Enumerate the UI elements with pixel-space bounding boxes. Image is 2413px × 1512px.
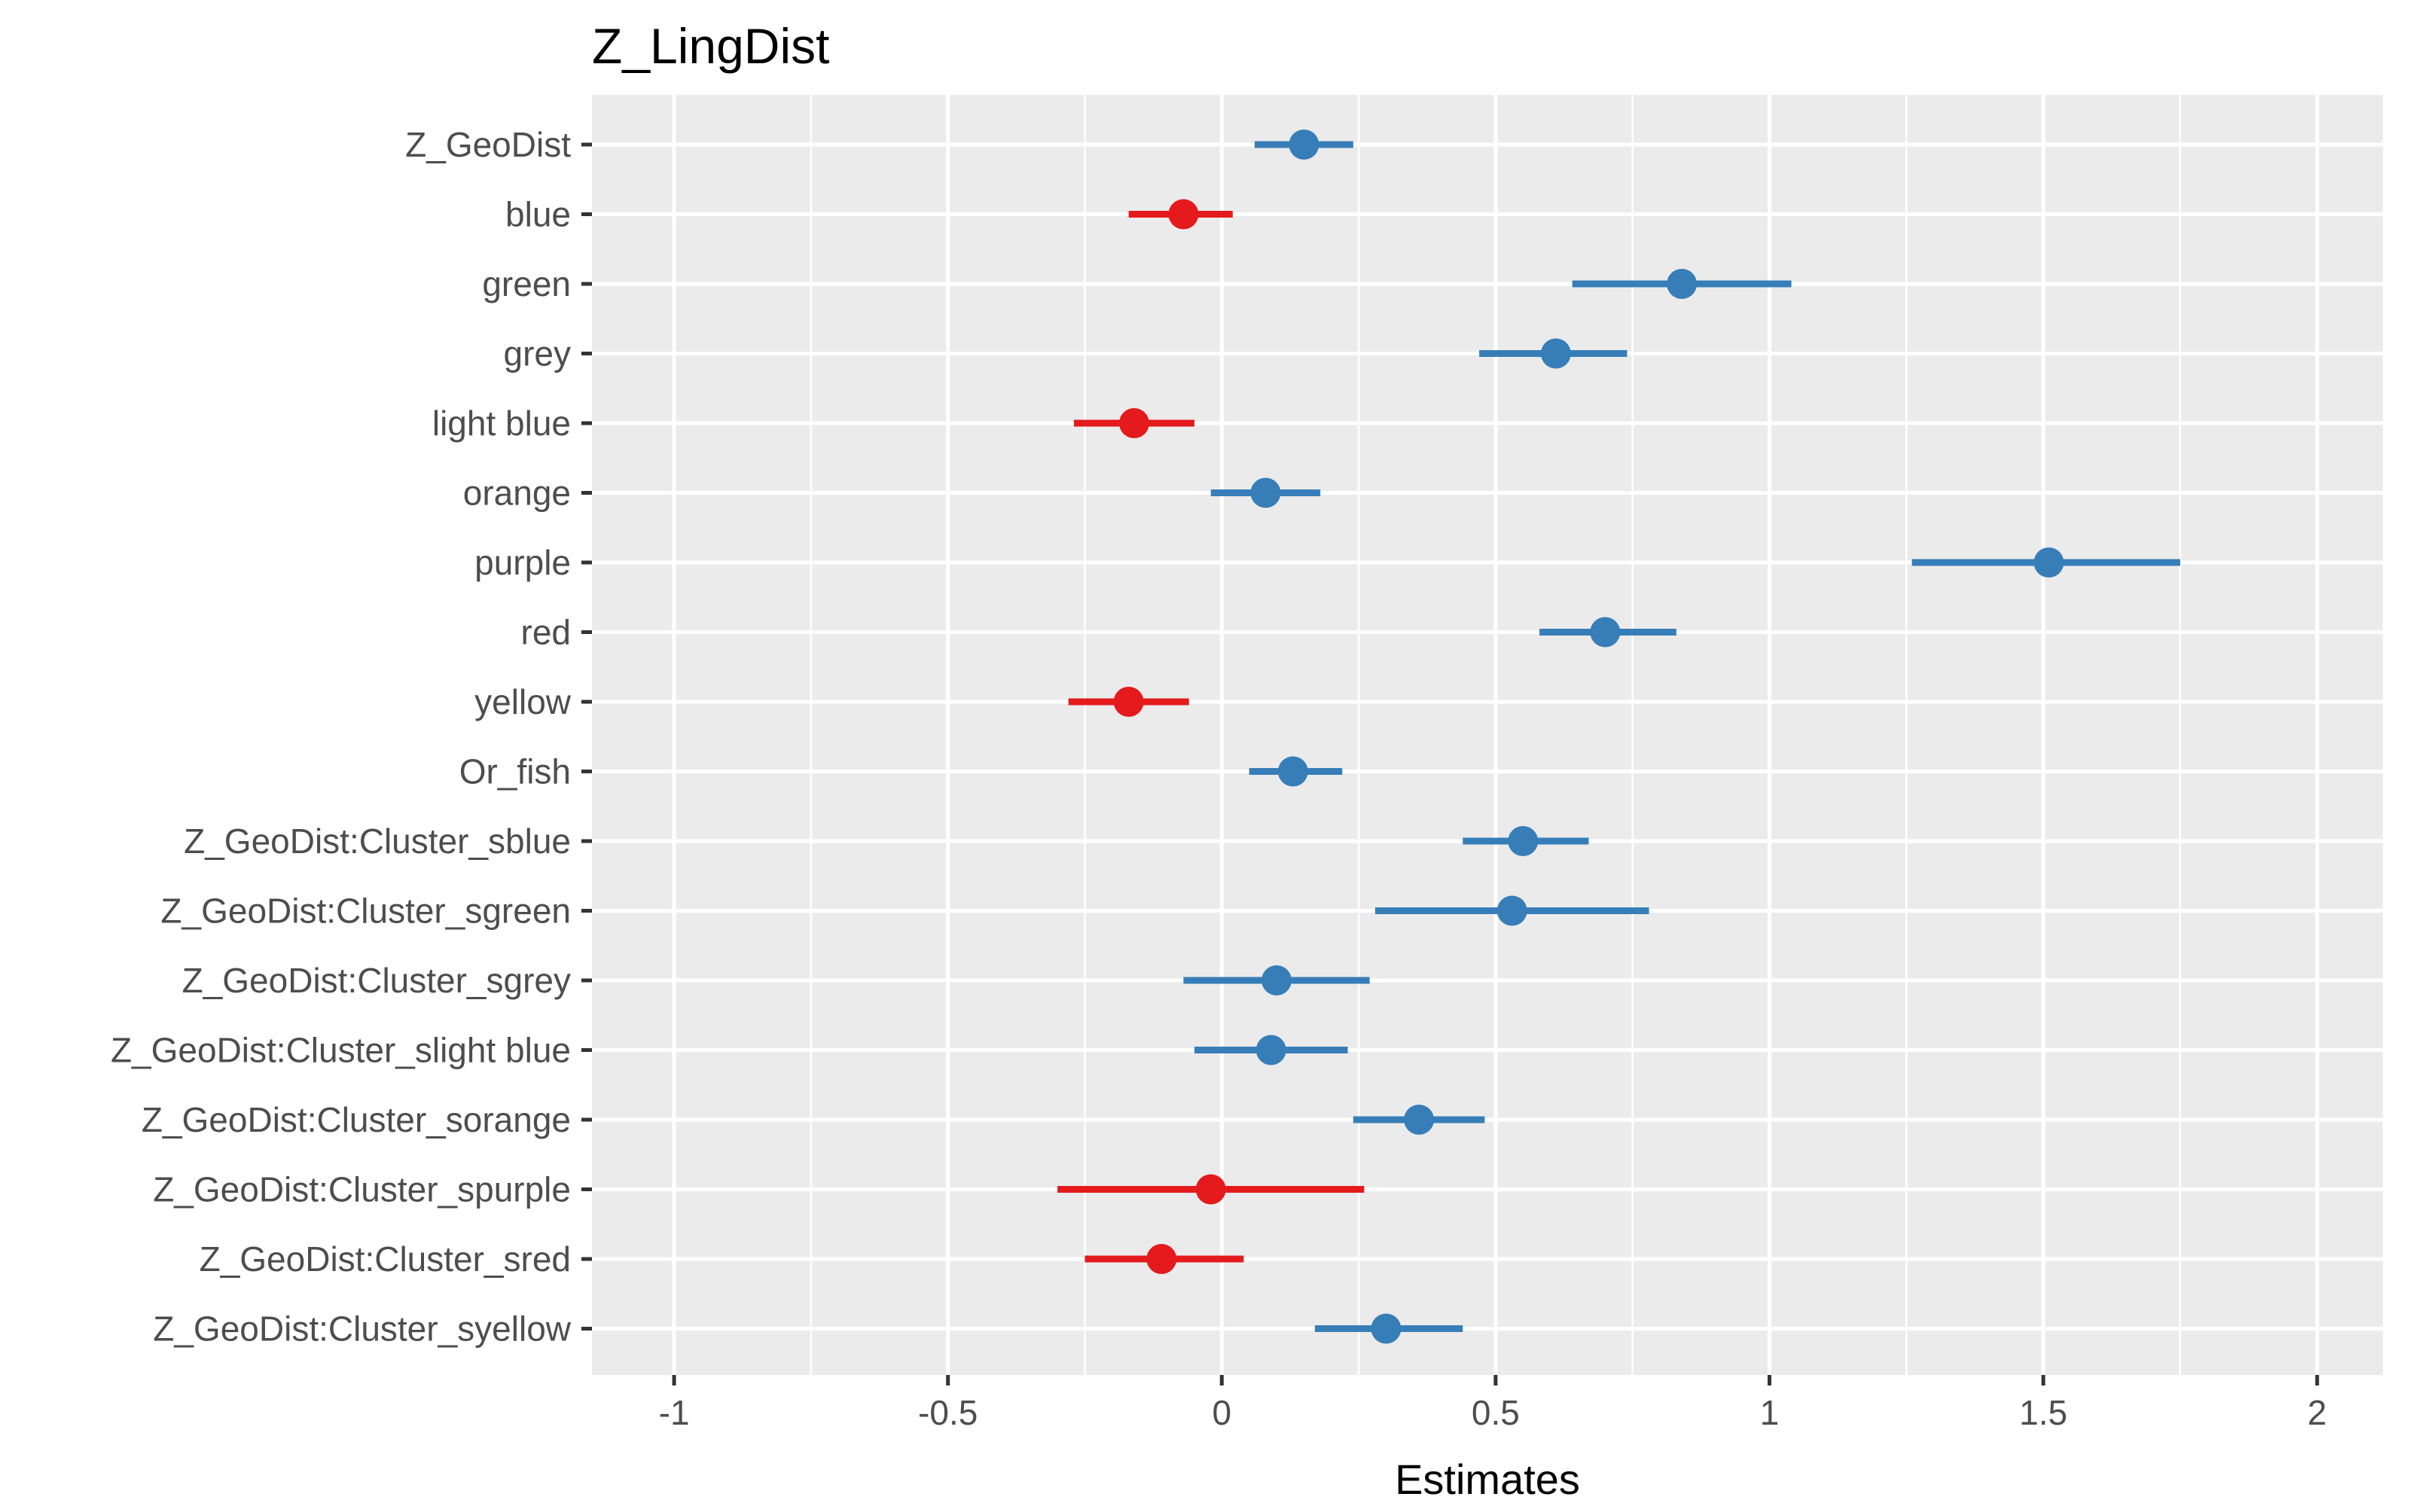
estimate-point <box>1255 1035 1286 1065</box>
x-tick-label: 0.5 <box>1472 1393 1520 1432</box>
x-axis-label: Estimates <box>1395 1456 1580 1503</box>
estimate-point <box>1113 687 1144 717</box>
estimate-point <box>1590 617 1621 648</box>
estimate-point <box>1289 130 1319 160</box>
y-tick-label: Z_GeoDist:Cluster_sred <box>200 1239 571 1279</box>
estimates-layer <box>1057 130 2180 1344</box>
estimate-point <box>1250 477 1281 508</box>
y-tick-label: Z_GeoDist:Cluster_sgreen <box>160 892 571 931</box>
x-tick-label: 0 <box>1213 1393 1232 1432</box>
y-tick-label: Z_GeoDist:Cluster_sblue <box>184 822 571 861</box>
estimate-point <box>1540 338 1571 369</box>
estimate-point <box>1404 1105 1435 1135</box>
estimate-point <box>1496 895 1527 926</box>
y-tick-label: red <box>521 613 571 652</box>
y-tick-label: Z_GeoDist:Cluster_sorange <box>142 1100 571 1139</box>
estimate-point <box>1277 756 1308 787</box>
estimate-point <box>1371 1313 1402 1344</box>
y-tick-label: Z_GeoDist <box>405 125 571 164</box>
y-tick-label: blue <box>505 195 571 234</box>
y-tick-label: grey <box>504 334 571 373</box>
estimate-point <box>1508 826 1539 856</box>
y-tick-label: orange <box>463 474 571 513</box>
x-tick-label: 2 <box>2308 1393 2327 1432</box>
y-tick-label: yellow <box>474 682 572 721</box>
estimate-point <box>1168 199 1199 230</box>
y-tick-label: light blue <box>432 404 571 443</box>
plot-panel <box>592 95 2383 1375</box>
chart-title: Z_LingDist <box>592 18 829 74</box>
x-axis: -1 -0.5 0 0.5 1 1.5 2 <box>659 1375 2327 1432</box>
x-tick-label: 1.5 <box>2019 1393 2067 1432</box>
y-tick-label: Or_fish <box>459 752 571 791</box>
estimate-point <box>1195 1174 1226 1205</box>
y-tick-label: green <box>482 264 571 303</box>
y-tick-label: Z_GeoDist:Cluster_slight blue <box>111 1031 571 1070</box>
estimate-point <box>1118 408 1149 438</box>
estimate-point <box>1261 965 1292 995</box>
estimate-point <box>1146 1244 1177 1274</box>
x-tick-label: 1 <box>1760 1393 1780 1432</box>
y-tick-label: Z_GeoDist:Cluster_sgrey <box>182 961 571 1000</box>
estimate-point <box>2033 547 2064 578</box>
x-tick-label: -1 <box>659 1393 690 1432</box>
x-tick-label: -0.5 <box>918 1393 978 1432</box>
y-tick-label: Z_GeoDist:Cluster_syellow <box>153 1309 572 1349</box>
y-tick-label: purple <box>474 543 571 582</box>
estimate-point <box>1667 269 1698 299</box>
y-tick-label: Z_GeoDist:Cluster_spurple <box>153 1170 571 1209</box>
